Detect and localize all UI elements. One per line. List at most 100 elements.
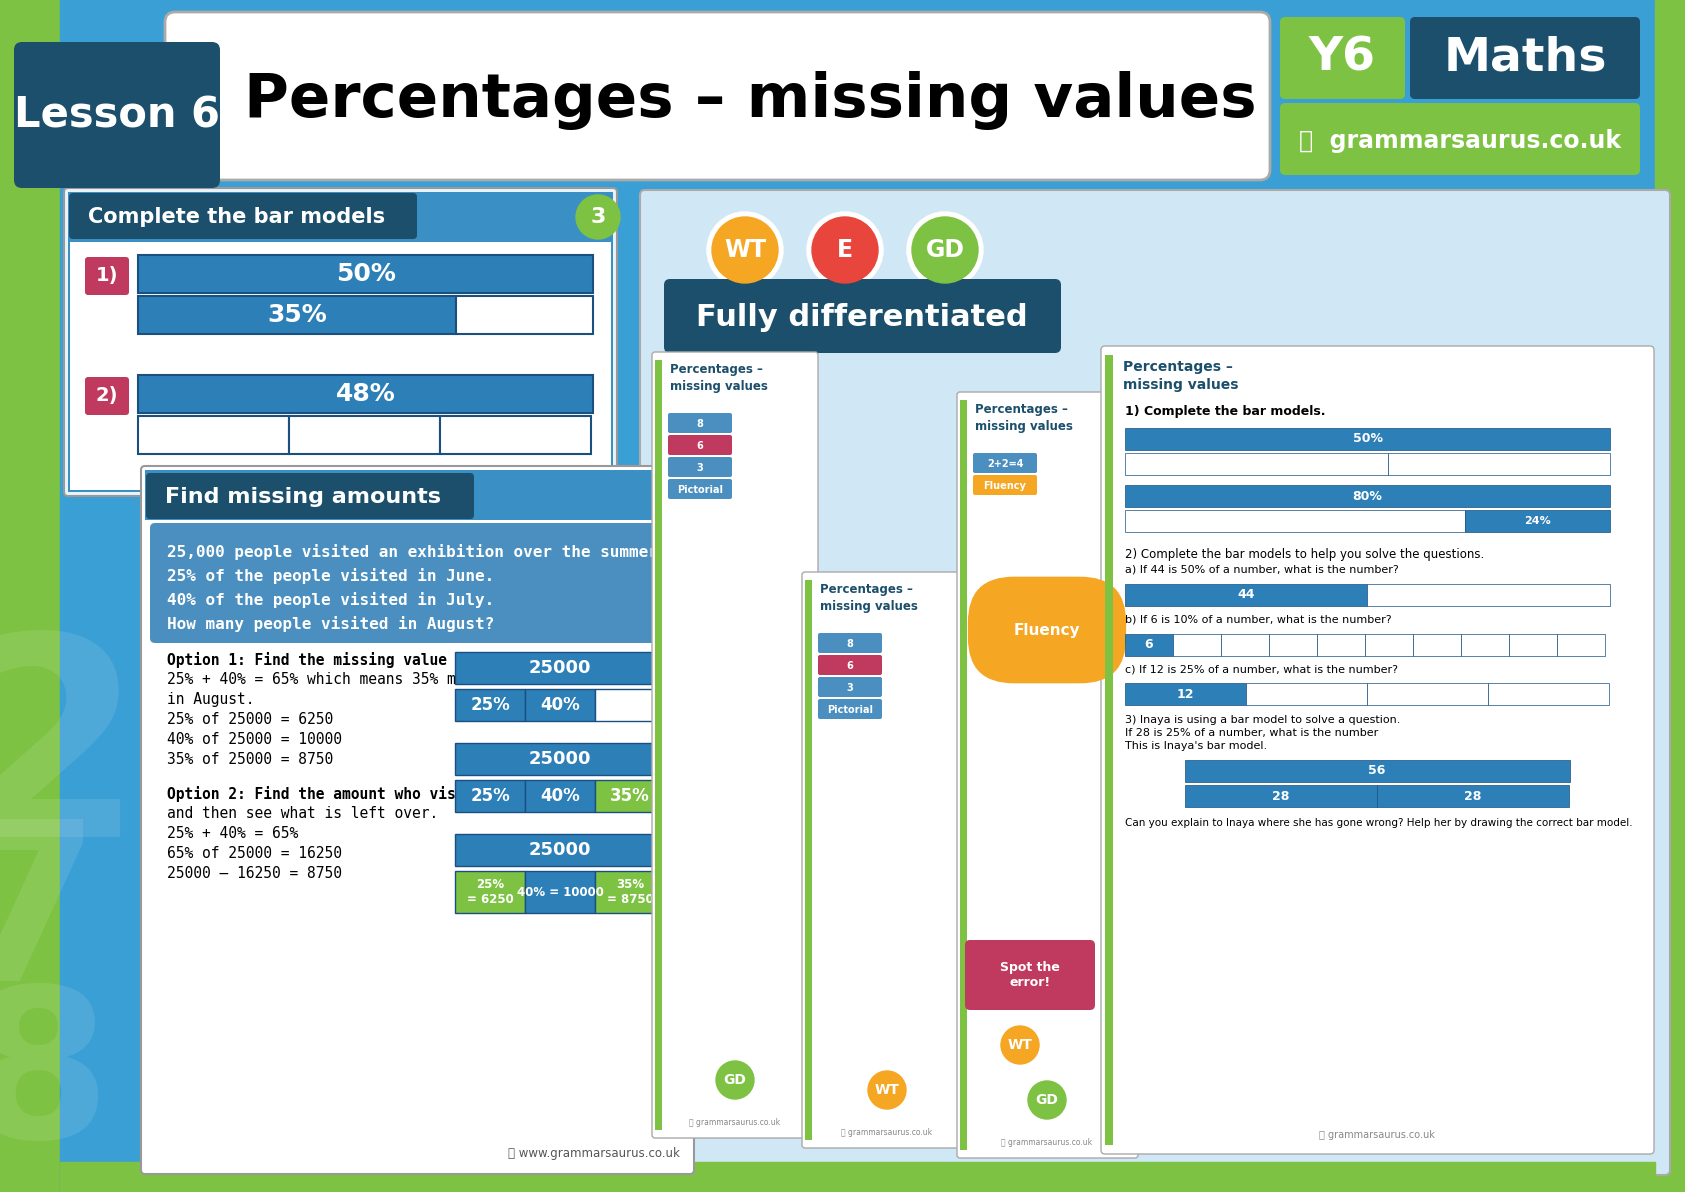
Text: Fluency: Fluency (984, 482, 1026, 491)
Text: 25000: 25000 (529, 659, 591, 677)
Bar (595, 780, 666, 812)
Bar (655, 360, 662, 1130)
Text: E: E (837, 238, 853, 262)
FancyBboxPatch shape (817, 654, 881, 675)
Text: Pictorial: Pictorial (677, 485, 723, 495)
Circle shape (812, 217, 878, 283)
Bar (1126, 683, 1245, 704)
Text: 35%: 35% (610, 787, 650, 805)
Text: 1) Complete the bar models.: 1) Complete the bar models. (1126, 405, 1326, 418)
Text: Ⓖ grammarsaurus.co.uk: Ⓖ grammarsaurus.co.uk (1001, 1138, 1092, 1147)
Text: 2+2=4: 2+2=4 (987, 459, 1023, 468)
FancyBboxPatch shape (1100, 346, 1655, 1154)
Text: in August.: in August. (167, 693, 254, 707)
FancyBboxPatch shape (972, 453, 1036, 473)
Text: Option 2: Find the amount who visited in June and July: Option 2: Find the amount who visited in… (167, 786, 640, 802)
Text: 2: 2 (0, 625, 145, 895)
Bar (1269, 634, 1318, 656)
FancyBboxPatch shape (667, 435, 731, 455)
Circle shape (1028, 1081, 1067, 1119)
Bar (1488, 683, 1609, 704)
Text: Percentages – missing values: Percentages – missing values (244, 70, 1257, 130)
Text: 48%: 48% (335, 381, 396, 406)
Text: Fully differentiated: Fully differentiated (696, 303, 1028, 331)
FancyBboxPatch shape (1281, 17, 1405, 99)
Bar (67, 192, 613, 492)
Text: 56: 56 (1368, 764, 1385, 777)
Text: Pictorial: Pictorial (827, 704, 873, 715)
Text: 25%: 25% (470, 787, 511, 805)
Text: Spot the
error!: Spot the error! (1001, 961, 1060, 989)
Bar (1461, 634, 1510, 656)
Text: Percentages –
missing values: Percentages – missing values (1122, 360, 1238, 392)
Text: 65% of 25000 = 16250: 65% of 25000 = 16250 (167, 846, 342, 861)
Text: This is Inaya's bar model.: This is Inaya's bar model. (1126, 741, 1267, 751)
Bar (455, 689, 526, 721)
Bar (1222, 634, 1269, 656)
Text: 6: 6 (696, 441, 703, 451)
Bar (1126, 510, 1464, 532)
Bar (1367, 683, 1488, 704)
Text: 25%
= 6250: 25% = 6250 (467, 879, 514, 906)
FancyBboxPatch shape (84, 377, 130, 415)
Text: 2): 2) (96, 386, 118, 405)
FancyBboxPatch shape (84, 257, 130, 294)
Text: 80%: 80% (1353, 490, 1382, 503)
FancyBboxPatch shape (165, 12, 1270, 180)
Circle shape (868, 1070, 907, 1109)
Bar (1126, 453, 1387, 474)
Bar (1557, 634, 1606, 656)
Circle shape (708, 212, 784, 288)
Text: 40%: 40% (541, 787, 580, 805)
Circle shape (713, 217, 778, 283)
Text: 1): 1) (96, 267, 118, 286)
Text: Percentages –
missing values: Percentages – missing values (821, 583, 918, 613)
Text: How many people visited in August?: How many people visited in August? (167, 616, 494, 632)
Bar (1655, 0, 1685, 1192)
Text: and then see what is left over.: and then see what is left over. (167, 806, 438, 821)
Bar (455, 780, 526, 812)
Text: Ⓖ grammarsaurus.co.uk: Ⓖ grammarsaurus.co.uk (689, 1118, 780, 1126)
Bar (1173, 634, 1222, 656)
FancyBboxPatch shape (142, 466, 694, 1174)
Text: 40%: 40% (541, 696, 580, 714)
Bar (1126, 634, 1173, 656)
FancyBboxPatch shape (64, 188, 617, 496)
Bar (1126, 584, 1367, 606)
Bar (138, 416, 290, 454)
Bar (457, 296, 593, 334)
Text: 8: 8 (696, 420, 703, 429)
Bar (440, 416, 591, 454)
Bar (526, 689, 595, 721)
Bar (1414, 634, 1461, 656)
Text: 25% of the people visited in June.: 25% of the people visited in June. (167, 569, 494, 584)
Text: 25%: 25% (470, 696, 511, 714)
FancyBboxPatch shape (667, 457, 731, 477)
Text: WT: WT (1008, 1038, 1033, 1053)
Bar (1245, 683, 1367, 704)
Text: 25,000 people visited an exhibition over the summer.: 25,000 people visited an exhibition over… (167, 544, 667, 560)
FancyBboxPatch shape (667, 412, 731, 433)
Circle shape (1001, 1026, 1040, 1064)
Text: 3) Inaya is using a bar model to solve a question.: 3) Inaya is using a bar model to solve a… (1126, 715, 1400, 725)
FancyBboxPatch shape (150, 523, 686, 642)
Circle shape (912, 217, 977, 283)
Text: 50%: 50% (1353, 433, 1382, 446)
Bar (455, 834, 666, 867)
Bar (1185, 760, 1570, 782)
Text: 25000: 25000 (529, 842, 591, 859)
Text: 24%: 24% (1525, 516, 1550, 526)
Text: 8: 8 (667, 488, 682, 507)
Text: a) If 44 is 50% of a number, what is the number?: a) If 44 is 50% of a number, what is the… (1126, 565, 1399, 575)
Bar (1126, 428, 1609, 451)
Text: 8: 8 (0, 979, 111, 1181)
Bar (595, 871, 666, 913)
Circle shape (654, 474, 698, 519)
FancyBboxPatch shape (667, 479, 731, 499)
Bar (0, 0, 61, 1192)
Bar (1387, 453, 1609, 474)
Text: Option 1: Find the missing value as a percentage:: Option 1: Find the missing value as a pe… (167, 652, 596, 668)
Bar (1510, 634, 1557, 656)
FancyBboxPatch shape (640, 190, 1670, 1175)
Bar (1464, 510, 1609, 532)
